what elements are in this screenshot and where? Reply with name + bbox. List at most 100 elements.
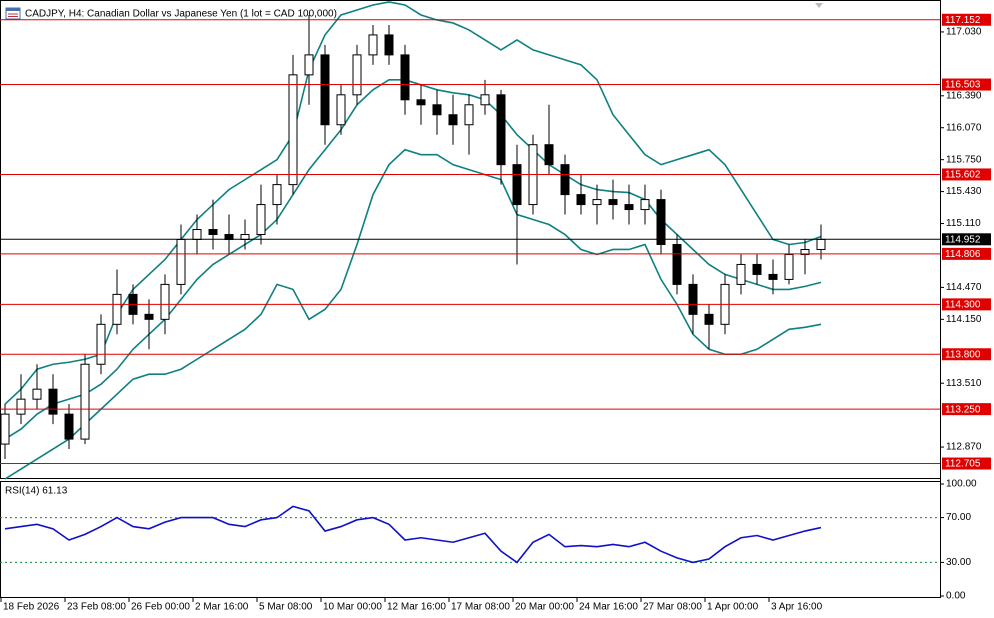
level-label-box — [942, 457, 991, 470]
candle-body — [288, 74, 298, 186]
candle-body — [448, 114, 458, 126]
shift-marker — [815, 3, 823, 8]
candle-body — [736, 263, 746, 285]
x-tick-label: 5 Mar 08:00 — [259, 602, 313, 613]
current-price-box — [942, 233, 991, 246]
x-tick-label: 18 Feb 2026 — [3, 602, 60, 613]
candle-body — [688, 283, 698, 315]
candle-body — [384, 34, 394, 56]
level-label-box — [942, 348, 991, 361]
candle-body — [544, 144, 554, 166]
candle-body — [464, 104, 474, 126]
level-label-box — [942, 78, 991, 91]
symbol-icon — [5, 7, 21, 20]
candle-body — [304, 54, 314, 76]
y-tick-label: 114.150 — [946, 314, 982, 325]
x-tick-label: 26 Feb 00:00 — [131, 602, 190, 613]
candle-body — [816, 239, 826, 250]
candle-body — [400, 54, 410, 101]
candle-body — [16, 398, 26, 415]
x-tick-label: 12 Mar 16:00 — [387, 602, 446, 613]
candle-body — [752, 263, 762, 275]
candle-body — [112, 293, 122, 325]
candle-body — [800, 248, 810, 255]
level-label: 116.503 — [945, 80, 981, 91]
x-tick-label: 10 Mar 00:00 — [323, 602, 382, 613]
candle-body — [176, 239, 186, 285]
candle-body — [64, 413, 74, 440]
candle-body — [704, 313, 714, 325]
candle-body — [208, 229, 218, 236]
level-label: 113.250 — [945, 404, 981, 415]
candle-body — [592, 199, 602, 206]
current-price-label: 114.952 — [945, 234, 981, 245]
candle-body — [432, 104, 442, 116]
level-label: 114.300 — [945, 300, 981, 311]
x-tick-label: 27 Mar 08:00 — [643, 602, 702, 613]
level-label: 117.152 — [945, 15, 981, 26]
candle-body — [608, 199, 618, 206]
candle-body — [656, 199, 666, 245]
candle-body — [48, 388, 58, 415]
level-label-box — [942, 247, 991, 260]
candle-body — [672, 243, 682, 285]
y-tick-label: 70.00 — [946, 512, 971, 523]
candle-body — [256, 204, 266, 236]
candle-body — [496, 94, 506, 166]
candle-body — [96, 323, 106, 365]
x-tick-label: 1 Apr 00:00 — [707, 602, 759, 613]
candle-body — [352, 54, 362, 96]
y-tick-label: 115.750 — [946, 154, 982, 165]
rsi-pane-frame — [0, 481, 941, 598]
candle-body — [576, 194, 586, 206]
icon-bar — [6, 8, 20, 11]
candle-body — [224, 234, 234, 241]
band-middle — [4, 79, 822, 440]
level-label-box — [942, 168, 991, 181]
candle-body — [32, 388, 42, 400]
candle-body — [336, 94, 346, 126]
candle-body — [368, 34, 378, 56]
candle-body — [144, 313, 154, 320]
rsi-title: RSI(14) 61.13 — [5, 486, 68, 497]
x-tick-label: 2 Mar 16:00 — [195, 602, 249, 613]
y-tick-label: 0.00 — [946, 591, 966, 602]
level-label: 115.602 — [945, 170, 981, 181]
candle-body — [80, 363, 90, 440]
y-tick-label: 115.430 — [946, 186, 982, 197]
candle-body — [416, 99, 426, 106]
x-tick-label: 17 Mar 08:00 — [451, 602, 510, 613]
x-tick-label: 3 Apr 16:00 — [771, 602, 823, 613]
x-tick-label: 20 Mar 00:00 — [515, 602, 574, 613]
x-tick-label: 24 Mar 16:00 — [579, 602, 638, 613]
y-tick-label: 100.00 — [946, 479, 977, 490]
rsi-line — [4, 505, 822, 564]
y-tick-label: 116.070 — [946, 122, 982, 133]
y-tick-label: 30.00 — [946, 557, 971, 568]
y-tick-label: 116.390 — [946, 90, 982, 101]
level-label: 114.806 — [945, 249, 981, 260]
y-tick-label: 114.470 — [946, 282, 982, 293]
y-tick-label: 115.110 — [946, 218, 981, 229]
y-tick-label: 112.870 — [946, 442, 982, 453]
level-label-box — [942, 403, 991, 416]
x-tick-label: 23 Feb 08:00 — [67, 602, 126, 613]
band-lower — [4, 148, 822, 480]
y-tick-label: 117.030 — [946, 27, 982, 38]
candle-body — [192, 229, 202, 241]
candle-body — [480, 94, 490, 106]
band-upper — [4, 1, 822, 405]
level-label-box — [942, 13, 991, 26]
candle-body — [640, 199, 650, 211]
level-label: 113.800 — [945, 349, 981, 360]
candle-body — [560, 164, 570, 196]
level-label: 112.705 — [945, 459, 981, 470]
y-tick-label: 113.510 — [946, 378, 982, 389]
candle-body — [240, 234, 250, 241]
candle-body — [272, 184, 282, 206]
candle-body — [624, 204, 634, 211]
candle-body — [0, 413, 10, 445]
level-label-box — [942, 298, 991, 311]
